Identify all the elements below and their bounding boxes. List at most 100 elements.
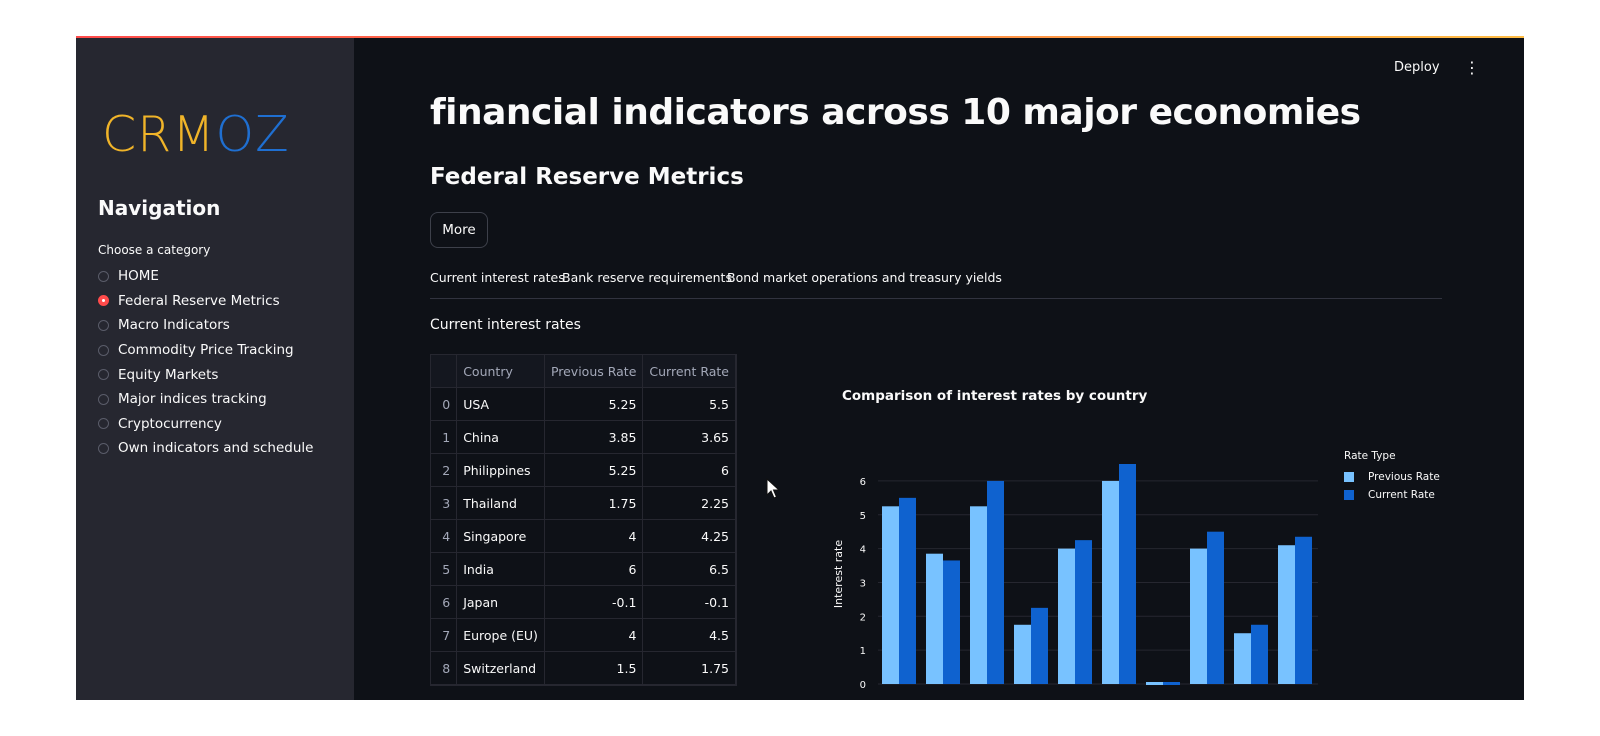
section-title: Federal Reserve Metrics (430, 164, 744, 190)
table-cell: 6 (642, 453, 736, 487)
table-row[interactable]: 1 China 3.85 3.65 (431, 420, 736, 454)
logo-part-1: CRM (102, 106, 216, 163)
mouse-cursor-icon (766, 478, 781, 499)
bar-previous-rate (1146, 682, 1163, 685)
table-cell: Japan (456, 585, 545, 619)
radio-item[interactable]: Major indices tracking (98, 387, 313, 412)
table-column-header[interactable]: Current Rate (642, 355, 736, 388)
vertical-dots-icon[interactable]: ⋮ (1464, 58, 1480, 77)
radio-item[interactable]: Federal Reserve Metrics (98, 289, 313, 314)
table-cell: Switzerland (456, 651, 545, 685)
bar-current-rate (1031, 607, 1048, 684)
radio-button-icon[interactable] (98, 344, 109, 356)
radio-button-icon[interactable] (98, 319, 109, 331)
radio-label: Equity Markets (118, 366, 219, 383)
table-cell: 1.75 (642, 651, 736, 685)
y-tick-label: 2 (860, 612, 866, 623)
bar-previous-rate (1102, 480, 1119, 684)
y-tick-label: 4 (860, 545, 866, 556)
deploy-button[interactable]: Deploy (1394, 60, 1440, 75)
y-tick-label: 3 (860, 578, 866, 589)
bar-current-rate (987, 480, 1004, 684)
chart-legend: Rate Type Previous Rate Current Rate (1344, 450, 1440, 504)
interest-rate-table[interactable]: Country Previous Rate Current Rate 0 USA 5.2… (430, 354, 737, 686)
table-column-header[interactable]: Previous Rate (544, 355, 644, 388)
y-tick-label: 5 (860, 511, 866, 522)
y-tick-label: 0 (860, 680, 866, 691)
table-cell: 3.65 (642, 420, 736, 454)
category-radio-group: HOME Federal Reserve Metrics Macro Indicat… (98, 264, 313, 461)
table-row[interactable]: 2 Philippines 5.25 6 (431, 453, 736, 487)
radio-label: Commodity Price Tracking (118, 342, 294, 359)
row-index-cell: 0 (431, 387, 458, 421)
y-tick-label: 6 (860, 477, 866, 488)
radio-button-icon[interactable] (98, 369, 109, 381)
table-cell: Singapore (456, 519, 545, 553)
radio-item[interactable]: Commodity Price Tracking (98, 338, 313, 363)
tab-current-interest-rates[interactable]: Current interest rates (430, 270, 565, 285)
table-row[interactable]: 8 Switzerland 1.5 1.75 (431, 651, 736, 685)
radio-button-icon[interactable] (98, 418, 109, 430)
radio-item[interactable]: Own indicators and schedule (98, 436, 313, 461)
table-cell: Europe (EU) (456, 618, 545, 652)
legend-title: Rate Type (1344, 450, 1396, 462)
table-cell: 5.25 (544, 387, 644, 421)
table-row[interactable]: 0 USA 5.25 5.5 (431, 387, 736, 421)
table-column-header[interactable] (431, 355, 458, 388)
legend-label-previous: Previous Rate (1368, 471, 1440, 483)
radio-item[interactable]: Equity Markets (98, 362, 313, 387)
table-cell: USA (456, 387, 545, 421)
bar-previous-rate (970, 506, 987, 684)
radio-item[interactable]: Cryptocurrency (98, 412, 313, 437)
row-index-cell: 5 (431, 552, 458, 586)
radio-button-icon[interactable] (98, 442, 109, 454)
radio-button-icon[interactable] (98, 393, 109, 405)
table-row[interactable]: 3 Thailand 1.75 2.25 (431, 486, 736, 520)
radio-item[interactable]: HOME (98, 264, 313, 289)
bar-previous-rate (926, 553, 943, 684)
table-cell: 6 (544, 552, 644, 586)
radio-button-icon[interactable] (98, 295, 109, 307)
bar-current-rate (943, 560, 960, 684)
chart-title: Comparison of interest rates by country (842, 388, 1148, 404)
table-cell: Thailand (456, 486, 545, 520)
tab-bar: Current interest rates Bank reserve requ… (430, 268, 1442, 299)
logo: CRMOZ (102, 110, 290, 159)
table-cell: -0.1 (544, 585, 644, 619)
tab-bank-reserve-requirements[interactable]: Bank reserve requirements (562, 270, 732, 285)
radio-label: Major indices tracking (118, 391, 267, 408)
row-index-cell: 3 (431, 486, 458, 520)
table-cell: India (456, 552, 545, 586)
interest-rate-bar-chart: 0 1 2 3 4 5 6 Interest rate (832, 464, 1318, 691)
table-header-row: Country Previous Rate Current Rate (431, 355, 736, 388)
table-cell: 4 (544, 519, 644, 553)
bar-previous-rate (1058, 548, 1075, 684)
table-cell: 4 (544, 618, 644, 652)
radio-label: Own indicators and schedule (118, 440, 314, 457)
legend-label-current: Current Rate (1368, 489, 1435, 501)
logo-part-2: OZ (215, 106, 290, 163)
table-column-header[interactable]: Country (456, 355, 545, 388)
bar-previous-rate (1014, 624, 1031, 684)
table-row[interactable]: 4 Singapore 4 4.25 (431, 519, 736, 553)
radio-label: Federal Reserve Metrics (118, 292, 280, 309)
y-axis-label: Interest rate (832, 540, 845, 608)
bar-current-rate (1163, 682, 1180, 685)
row-index-cell: 2 (431, 453, 458, 487)
table-row[interactable]: 5 India 6 6.5 (431, 552, 736, 586)
tab-bond-market-operations[interactable]: Bond market operations and treasury yiel… (727, 270, 1002, 285)
table-row[interactable]: 6 Japan -0.1 -0.1 (431, 585, 736, 619)
app-window: CRMOZ Navigation Choose a category HOME F… (76, 36, 1524, 700)
table-cell: -0.1 (642, 585, 736, 619)
more-button[interactable]: More (430, 212, 488, 248)
radio-item[interactable]: Macro Indicators (98, 313, 313, 338)
bar-previous-rate (1234, 633, 1251, 684)
y-tick-label: 1 (860, 646, 866, 657)
radio-button-icon[interactable] (98, 270, 109, 282)
page-title: financial indicators across 10 major eco… (430, 92, 1361, 133)
table-row[interactable]: 7 Europe (EU) 4 4.5 (431, 618, 736, 652)
legend-swatch-previous (1344, 472, 1354, 482)
table-cell: 1.75 (544, 486, 644, 520)
table-cell: 1.5 (544, 651, 644, 685)
row-index-cell: 7 (431, 618, 458, 652)
